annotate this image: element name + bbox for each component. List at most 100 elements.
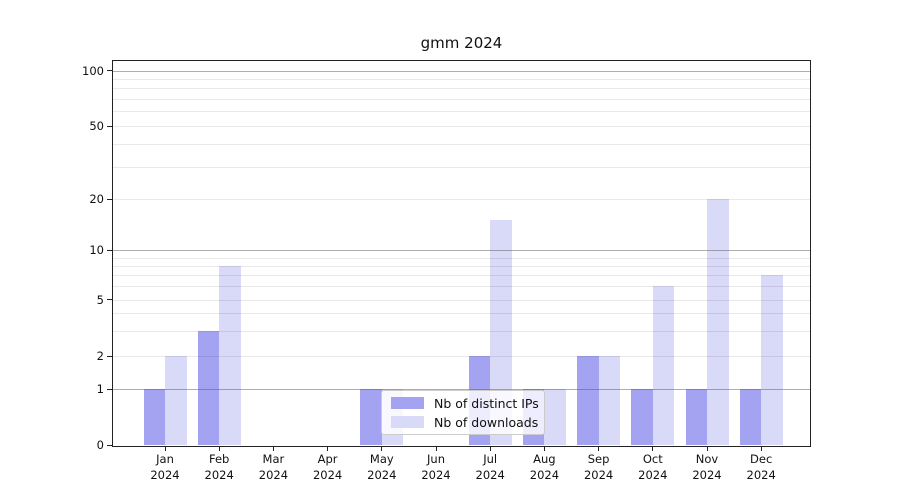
legend-label-downloads: Nb of downloads (434, 414, 539, 430)
x-axis-tick-feb (218, 446, 220, 451)
x-axis-month-dec: Dec (750, 452, 773, 466)
x-axis-month-may: May (369, 452, 394, 466)
y-axis-tick-2 (107, 355, 113, 357)
gridline-minor-3 (113, 330, 810, 332)
gridline-minor-30 (113, 166, 810, 168)
x-axis-year-sep: 2024 (583, 467, 614, 482)
gridline-minor-2 (113, 356, 810, 357)
gridline-minor-9 (113, 257, 810, 259)
y-axis-tick-100 (107, 70, 113, 71)
x-axis-tick-may (381, 446, 383, 451)
bar-nb-of-distinct-ips-jan (143, 389, 165, 445)
gridline-major-100 (113, 70, 810, 72)
x-axis-tick-label-apr: Apr 2024 (298, 452, 358, 483)
x-axis-year-mar: 2024 (258, 467, 289, 482)
bar-nb-of-downloads-feb (219, 265, 241, 445)
x-axis-tick-label-feb: Feb 2024 (189, 452, 249, 483)
bar-nb-of-downloads-jan (165, 356, 187, 445)
x-axis-year-dec: 2024 (746, 467, 776, 482)
y-axis-tick-label-2: 2 (96, 349, 104, 363)
x-axis-month-oct: Oct (642, 452, 663, 466)
gridline-major-1 (113, 389, 810, 390)
y-axis-tick-label-0: 0 (96, 438, 104, 452)
x-axis-tick-aug (543, 446, 545, 451)
x-axis-tick-label-jul: Jul 2024 (460, 452, 520, 483)
gridline-major-10 (113, 250, 810, 251)
x-axis-year-oct: 2024 (638, 467, 668, 482)
bar-nb-of-downloads-aug (544, 389, 566, 445)
x-axis-tick-apr (327, 446, 329, 451)
x-axis-tick-label-oct: Oct 2024 (623, 452, 683, 483)
x-axis-year-apr: 2024 (312, 467, 343, 482)
y-axis-tick-10 (107, 249, 113, 251)
gridline-minor-20 (113, 199, 810, 200)
x-axis-tick-label-dec: Dec 2024 (731, 452, 791, 483)
gridline-minor-90 (113, 78, 810, 80)
legend-entry-downloads: Nb of downloads (391, 414, 539, 430)
x-axis-year-jun: 2024 (421, 467, 451, 482)
bar-nb-of-distinct-ips-oct (631, 389, 653, 445)
bar-nb-of-downloads-dec (761, 275, 783, 445)
x-axis-tick-oct (652, 446, 654, 451)
gridline-minor-4 (113, 313, 810, 315)
x-axis-tick-jun (435, 446, 437, 451)
gridline-minor-40 (113, 143, 810, 145)
x-axis-tick-nov (706, 446, 708, 451)
x-axis-year-may: 2024 (367, 467, 397, 482)
x-axis-year-aug: 2024 (529, 467, 560, 482)
x-axis-tick-label-may: May 2024 (352, 452, 412, 483)
x-axis-month-mar: Mar (262, 452, 285, 466)
y-axis-tick-label-1: 1 (96, 382, 104, 396)
legend: Nb of distinct IPs Nb of downloads (381, 390, 545, 435)
y-axis-tick-20 (107, 198, 113, 200)
gridline-minor-50 (113, 126, 810, 127)
gridline-minor-7 (113, 275, 810, 277)
bar-nb-of-distinct-ips-dec (739, 389, 762, 445)
x-axis-year-nov: 2024 (692, 467, 722, 482)
bar-nb-of-distinct-ips-feb (197, 330, 220, 445)
bar-nb-of-downloads-jul (490, 220, 512, 445)
x-axis-tick-jan (164, 446, 166, 451)
bar-nb-of-distinct-ips-nov (685, 389, 707, 445)
x-axis-month-aug: Aug (533, 452, 556, 466)
x-axis-tick-label-mar: Mar 2024 (243, 452, 303, 483)
legend-entry-distinct-ips: Nb of distinct IPs (391, 396, 539, 411)
x-axis-year-feb: 2024 (204, 467, 234, 482)
x-axis-month-feb: Feb (209, 452, 230, 466)
y-axis-tick-1 (107, 388, 113, 390)
x-axis-tick-label-jun: Jun 2024 (406, 452, 466, 483)
x-axis-tick-sep (598, 446, 600, 451)
legend-swatch-distinct-ips (391, 397, 424, 409)
y-axis-tick-label-10: 10 (89, 243, 104, 257)
y-axis-tick-0 (107, 444, 113, 446)
gridline-minor-6 (113, 286, 810, 288)
x-axis-month-jun: Jun (427, 452, 445, 466)
bar-nb-of-downloads-oct (652, 286, 675, 445)
x-axis-tick-label-nov: Nov 2024 (677, 452, 737, 483)
x-axis-month-apr: Apr (317, 452, 338, 466)
x-axis-month-nov: Nov (695, 452, 719, 466)
x-axis-tick-dec (760, 446, 762, 451)
y-axis-tick-5 (107, 299, 113, 300)
x-axis-tick-label-sep: Sep 2024 (569, 452, 629, 483)
gridline-minor-60 (113, 111, 810, 113)
gridline-minor-70 (113, 99, 810, 101)
gridline-minor-80 (113, 88, 810, 90)
x-axis-tick-label-jan: Jan 2024 (135, 452, 195, 483)
x-axis-tick-jul (489, 446, 491, 451)
x-axis-month-jul: Jul (483, 452, 498, 466)
x-axis-tick-mar (272, 446, 274, 451)
bar-nb-of-distinct-ips-may (360, 389, 382, 445)
y-axis-tick-label-50: 50 (89, 119, 104, 133)
x-axis-year-jan: 2024 (150, 467, 180, 482)
bar-nb-of-downloads-nov (707, 199, 729, 445)
y-axis-tick-50 (107, 125, 113, 127)
chart-title: gmm 2024 (420, 34, 503, 52)
y-axis-tick-label-5: 5 (96, 292, 104, 307)
y-axis-tick-label-20: 20 (89, 192, 104, 206)
x-axis-tick-label-aug: Aug 2024 (514, 452, 574, 483)
bar-nb-of-distinct-ips-sep (577, 356, 599, 445)
y-axis-tick-label-100: 100 (82, 63, 104, 78)
legend-label-distinct-ips: Nb of distinct IPs (434, 395, 539, 411)
